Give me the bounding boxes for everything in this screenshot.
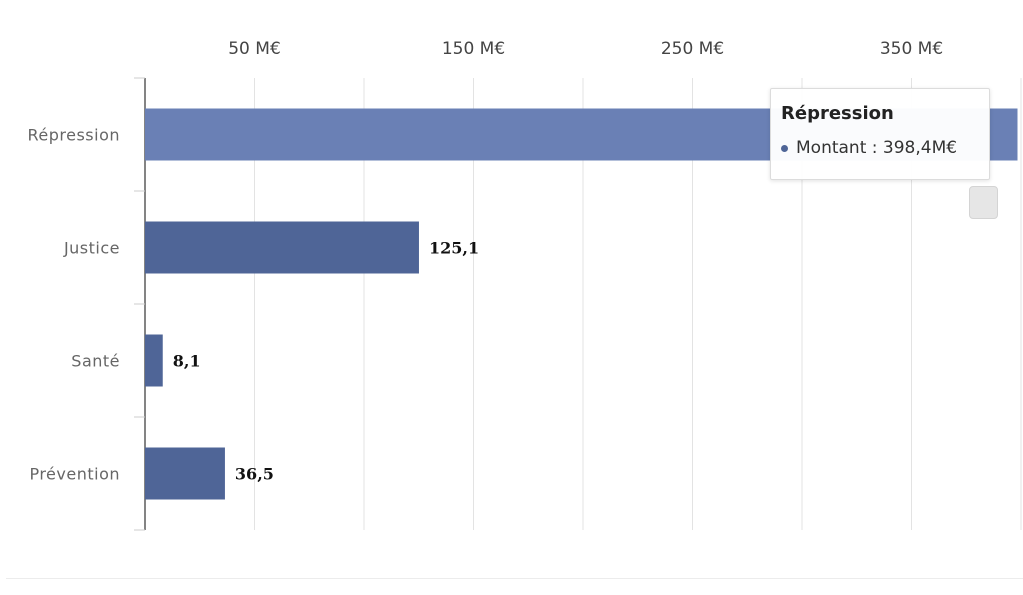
tooltip-title: Répression bbox=[781, 103, 894, 124]
tooltip-value: Montant : 398,4M€ bbox=[796, 138, 958, 158]
category-label: Santé bbox=[71, 352, 120, 371]
data-labels: 398,4125,18,136,5 bbox=[173, 239, 479, 484]
x-tick-label: 50 M€ bbox=[228, 39, 281, 59]
tooltip: Répression Montant : 398,4M€ bbox=[770, 88, 990, 180]
data-label: 125,1 bbox=[429, 239, 479, 258]
category-labels: Répression Justice Santé Prévention bbox=[27, 126, 120, 484]
axis bbox=[134, 77, 146, 531]
x-tick-label: 150 M€ bbox=[442, 39, 505, 59]
bar-2[interactable] bbox=[145, 334, 163, 387]
scroll-handle[interactable] bbox=[969, 186, 998, 219]
data-label: 36,5 bbox=[235, 465, 274, 484]
category-label: Prévention bbox=[29, 465, 120, 484]
bottom-divider bbox=[6, 578, 1023, 579]
tooltip-series-dot-icon bbox=[781, 144, 788, 152]
tooltip-row: Montant : 398,4M€ bbox=[781, 138, 979, 158]
x-tick-label: 250 M€ bbox=[661, 39, 724, 59]
bar-3[interactable] bbox=[145, 447, 225, 500]
category-label: Répression bbox=[27, 126, 120, 145]
x-tick-label: 350 M€ bbox=[880, 39, 943, 59]
bar-1[interactable] bbox=[145, 221, 419, 274]
category-label: Justice bbox=[63, 239, 120, 258]
x-tick-labels: 50 M€ 150 M€ 250 M€ 350 M€ bbox=[228, 39, 943, 59]
data-label: 8,1 bbox=[173, 352, 201, 371]
